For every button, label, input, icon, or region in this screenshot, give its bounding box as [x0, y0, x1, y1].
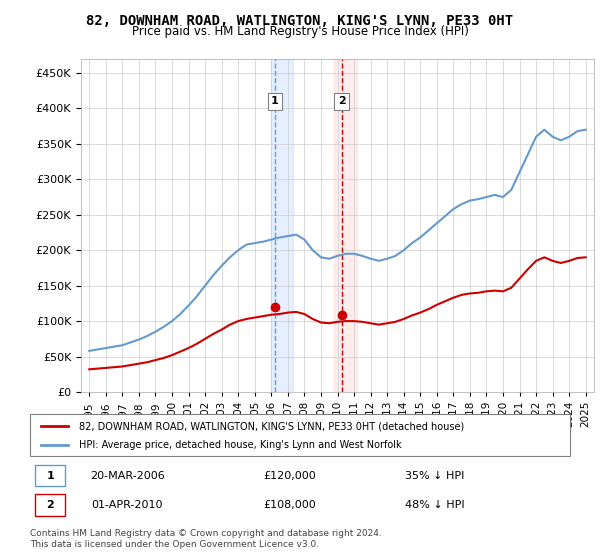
Text: HPI: Average price, detached house, King's Lynn and West Norfolk: HPI: Average price, detached house, King… — [79, 440, 401, 450]
Bar — [271, 59, 293, 392]
Text: Price paid vs. HM Land Registry's House Price Index (HPI): Price paid vs. HM Land Registry's House … — [131, 25, 469, 38]
FancyBboxPatch shape — [35, 494, 65, 516]
Text: 1: 1 — [46, 470, 54, 480]
Text: £108,000: £108,000 — [263, 500, 316, 510]
Text: Contains HM Land Registry data © Crown copyright and database right 2024.
This d: Contains HM Land Registry data © Crown c… — [30, 529, 382, 549]
Text: 35% ↓ HPI: 35% ↓ HPI — [406, 470, 464, 480]
Text: 20-MAR-2006: 20-MAR-2006 — [90, 470, 164, 480]
Bar — [334, 59, 358, 392]
Text: 01-APR-2010: 01-APR-2010 — [91, 500, 163, 510]
FancyBboxPatch shape — [30, 414, 570, 456]
Text: 2: 2 — [338, 96, 346, 106]
Text: 1: 1 — [271, 96, 279, 106]
FancyBboxPatch shape — [35, 465, 65, 486]
Text: 2: 2 — [46, 500, 54, 510]
Text: £120,000: £120,000 — [263, 470, 316, 480]
Text: 48% ↓ HPI: 48% ↓ HPI — [405, 500, 465, 510]
Text: 82, DOWNHAM ROAD, WATLINGTON, KING'S LYNN, PE33 0HT (detached house): 82, DOWNHAM ROAD, WATLINGTON, KING'S LYN… — [79, 421, 464, 431]
Text: 82, DOWNHAM ROAD, WATLINGTON, KING'S LYNN, PE33 0HT: 82, DOWNHAM ROAD, WATLINGTON, KING'S LYN… — [86, 14, 514, 28]
